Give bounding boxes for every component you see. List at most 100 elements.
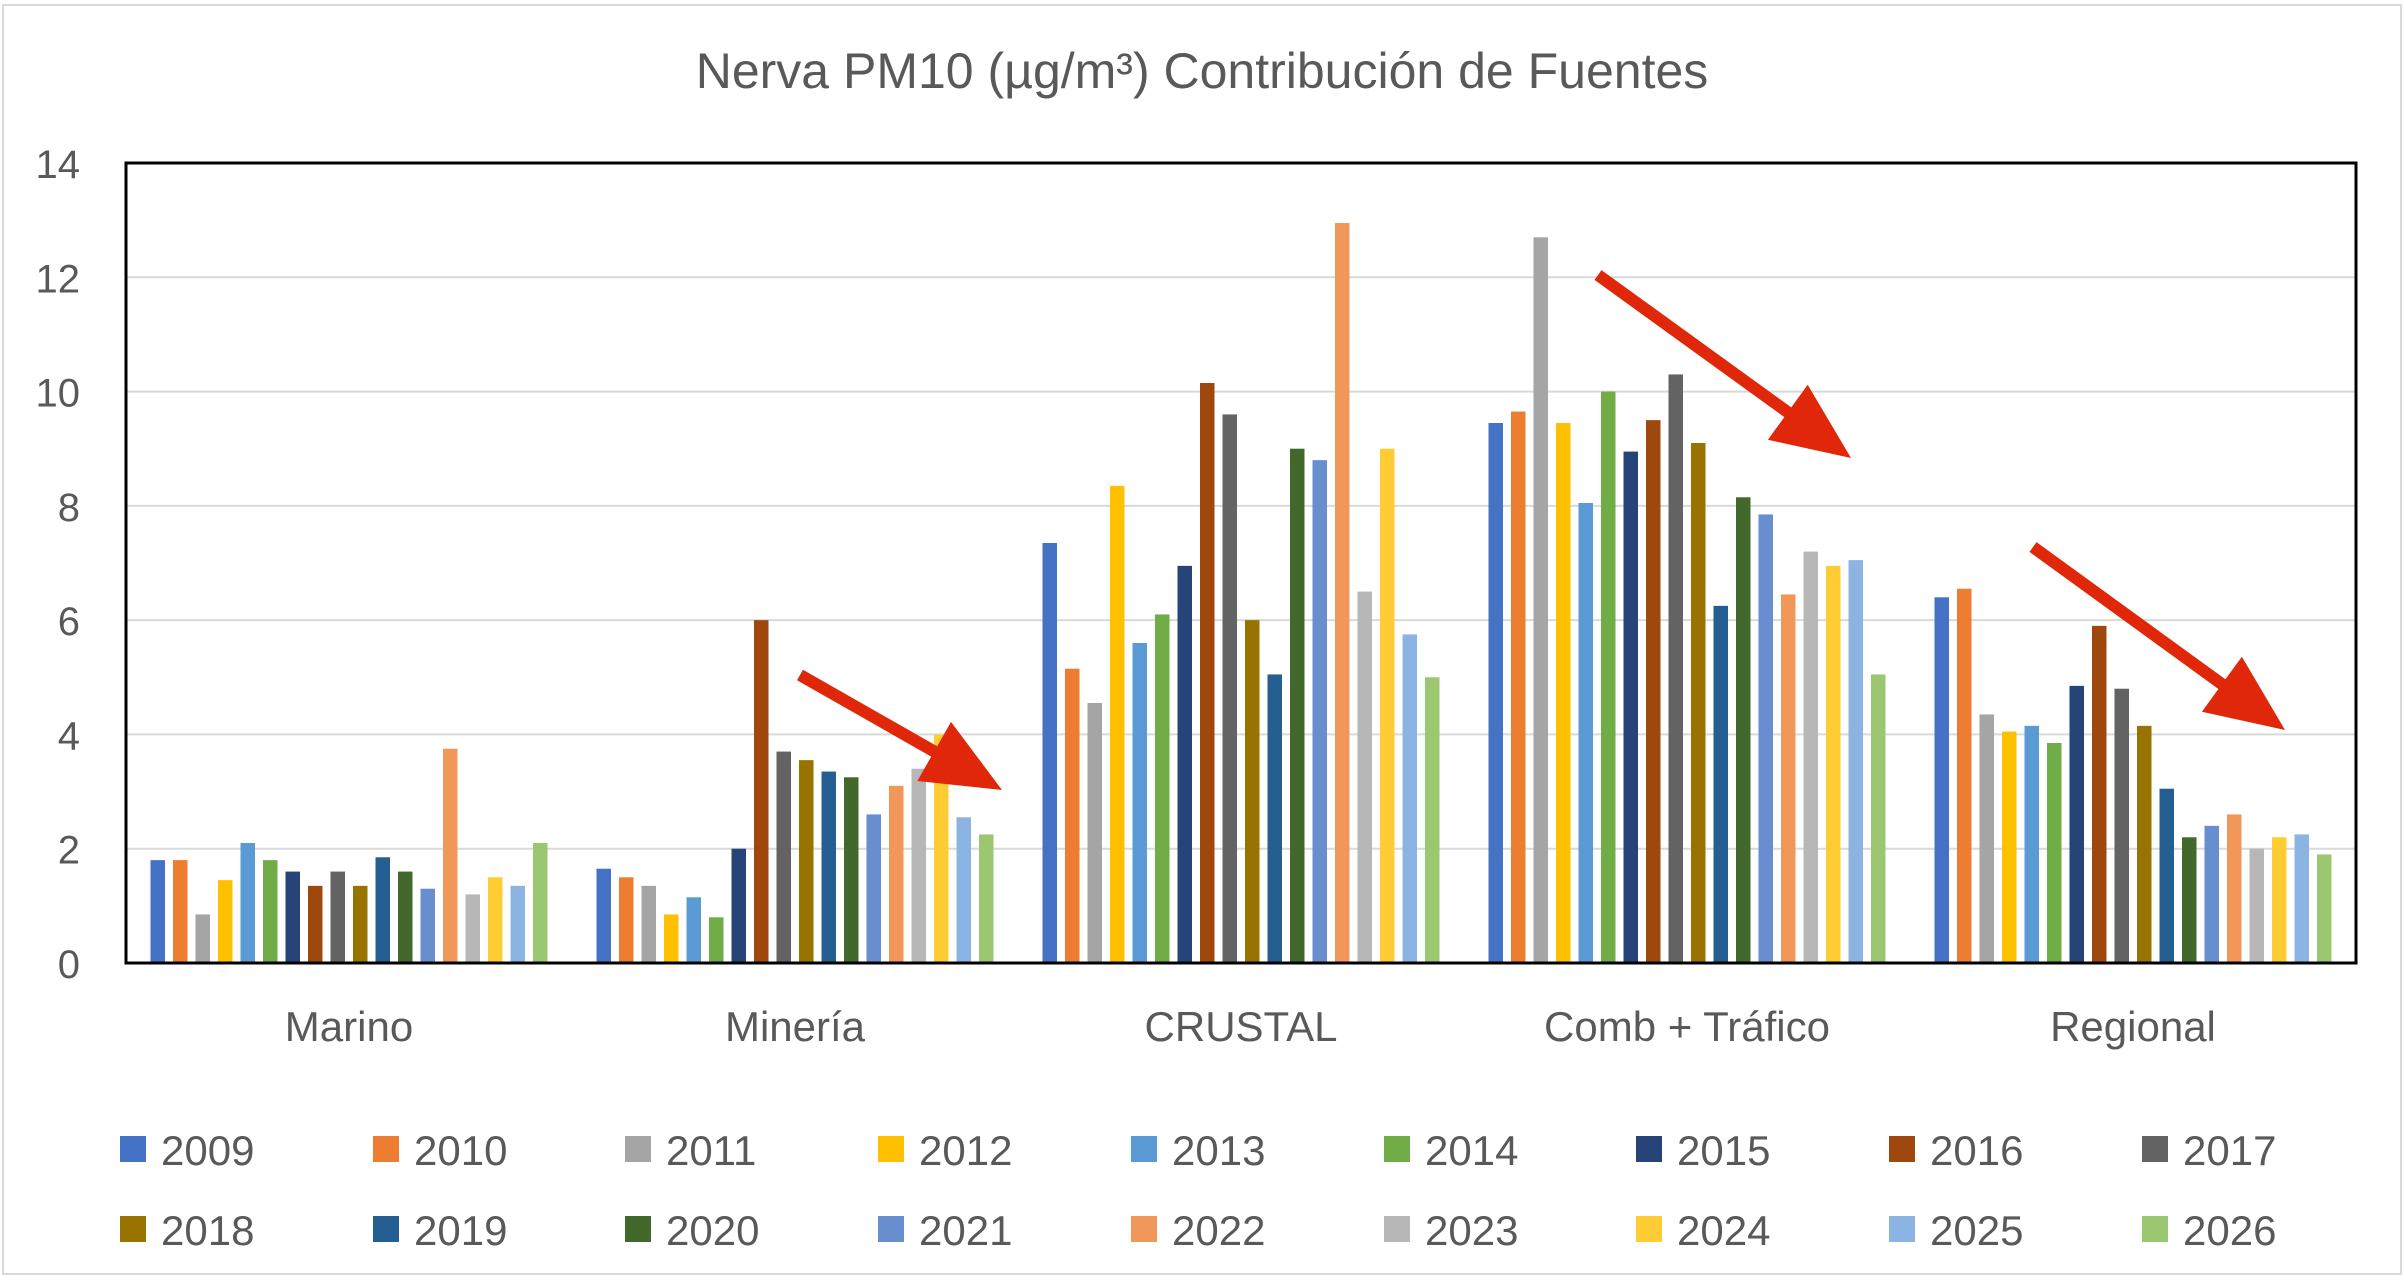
chart-title: Nerva PM10 (µg/m³) Contribución de Fuent…	[696, 43, 1709, 99]
bar	[2024, 725, 2039, 963]
legend-label: 2022	[1172, 1207, 1265, 1254]
bar	[1222, 414, 1237, 963]
legend-item[interactable]: 2026	[2142, 1207, 2276, 1254]
bar	[1110, 485, 1125, 963]
bar	[1380, 448, 1395, 963]
bar	[1601, 391, 1616, 964]
bar	[641, 885, 656, 963]
y-tick-label: 8	[58, 486, 80, 530]
legend-item[interactable]: 2024	[1636, 1207, 1770, 1254]
legend-item[interactable]: 2020	[625, 1207, 759, 1254]
bar	[709, 917, 724, 963]
legend-label: 2013	[1172, 1127, 1265, 1174]
bar	[1425, 677, 1440, 963]
bar	[911, 768, 926, 963]
legend-label: 2010	[414, 1127, 507, 1174]
bar	[754, 620, 769, 963]
bar	[195, 914, 210, 963]
legend-swatch	[120, 1216, 146, 1242]
bar	[2047, 743, 2062, 963]
bar	[1578, 503, 1593, 963]
bar	[1290, 448, 1305, 963]
legend-item[interactable]: 2011	[625, 1127, 756, 1174]
legend-item[interactable]: 2015	[1636, 1127, 1770, 1174]
bar	[889, 785, 904, 963]
y-tick-label: 4	[58, 714, 80, 758]
bar	[375, 857, 390, 963]
bar	[533, 843, 548, 963]
legend-item[interactable]: 2025	[1889, 1207, 2023, 1254]
legend-item[interactable]: 2018	[120, 1207, 254, 1254]
legend-label: 2018	[161, 1207, 254, 1254]
bar	[596, 868, 611, 963]
bar	[2317, 854, 2332, 963]
bar	[488, 877, 503, 963]
bar	[353, 885, 368, 963]
legend-item[interactable]: 2010	[373, 1127, 507, 1174]
red-arrow-icon	[1594, 270, 1851, 458]
legend-item[interactable]: 2016	[1889, 1127, 2023, 1174]
bar	[1871, 674, 1886, 963]
legend-swatch	[1889, 1136, 1915, 1162]
bar	[2182, 837, 2197, 963]
legend-swatch	[878, 1216, 904, 1242]
legend-item[interactable]: 2017	[2142, 1127, 2276, 1174]
bar	[1646, 420, 1661, 964]
bar	[1934, 597, 1949, 963]
bar	[1245, 620, 1260, 963]
bar	[443, 748, 458, 963]
bar	[1488, 423, 1503, 963]
legend-label: 2014	[1425, 1127, 1518, 1174]
legend-label: 2025	[1930, 1207, 2023, 1254]
bar	[2092, 625, 2107, 963]
bar	[1781, 594, 1796, 963]
bar	[776, 751, 791, 963]
red-arrow-icon	[2029, 542, 2285, 730]
bar	[664, 914, 679, 963]
bar	[2114, 688, 2129, 963]
legend-item[interactable]: 2014	[1384, 1127, 1518, 1174]
y-tick-label: 10	[36, 372, 81, 416]
legend-label: 2019	[414, 1207, 507, 1254]
legend-swatch	[373, 1136, 399, 1162]
red-arrow-icon	[797, 669, 1002, 790]
legend-item[interactable]: 2013	[1131, 1127, 1265, 1174]
bar	[866, 814, 881, 963]
bar	[1668, 374, 1683, 963]
x-axis-category-labels: Marino Minería CRUSTAL Comb + Tráfico Region…	[285, 1003, 2216, 1050]
bars	[150, 223, 2332, 964]
legend-label: 2016	[1930, 1127, 2023, 1174]
bar	[1312, 460, 1327, 963]
x-category-label: Minería	[725, 1003, 866, 1050]
legend-item[interactable]: 2009	[120, 1127, 254, 1174]
x-category-label: CRUSTAL	[1145, 1003, 1338, 1050]
y-axis-tick-labels: 0 2 4 6 8 10 12 14	[36, 143, 81, 987]
legend-item[interactable]: 2012	[878, 1127, 1012, 1174]
legend-label: 2021	[919, 1207, 1012, 1254]
legend-item[interactable]: 2023	[1384, 1207, 1518, 1254]
legend-item[interactable]: 2022	[1131, 1207, 1265, 1254]
legend-swatch	[1636, 1136, 1662, 1162]
legend-swatch	[1384, 1216, 1410, 1242]
legend-swatch	[878, 1136, 904, 1162]
legend-swatch	[120, 1136, 146, 1162]
legend-item[interactable]: 2021	[878, 1207, 1012, 1254]
bar	[1177, 565, 1192, 963]
bar	[1402, 634, 1417, 963]
bar	[799, 760, 814, 963]
x-category-label: Marino	[285, 1003, 413, 1050]
bar	[1335, 223, 1350, 963]
bar	[1042, 543, 1057, 963]
legend-label: 2015	[1677, 1127, 1770, 1174]
legend-item[interactable]: 2019	[373, 1207, 507, 1254]
bar	[1736, 497, 1751, 963]
legend-swatch	[1131, 1216, 1157, 1242]
bar	[2204, 825, 2219, 963]
bar	[218, 880, 233, 963]
bar	[1713, 605, 1728, 963]
legend[interactable]: 2009 2010 2011 2012 2013 2014 2015 2016 2017 2018…	[120, 1127, 2276, 1254]
bar	[465, 894, 480, 963]
chart-border	[2, 4, 2402, 1275]
bar	[1623, 451, 1638, 963]
